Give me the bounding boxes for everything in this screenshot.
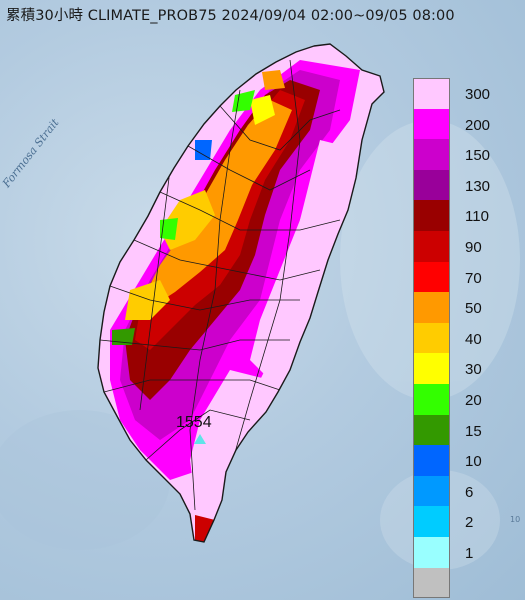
- admin-boundaries: [99, 59, 341, 511]
- legend-swatch: [413, 108, 450, 140]
- legend-swatch: [413, 567, 450, 599]
- legend-row: 130: [413, 169, 513, 201]
- color-legend: 300 200 150 130 110 90 70 50 40 30 20 15 10 6 2 1: [413, 78, 513, 599]
- legend-label: 10: [465, 453, 482, 471]
- legend-row: 50: [413, 292, 513, 323]
- legend-label: 70: [465, 269, 482, 287]
- legend-row: 150: [413, 139, 513, 170]
- map-title: 累積30小時 CLIMATE_PROB75 2024/09/04 02:00~0…: [6, 8, 455, 24]
- legend-row: 110: [413, 200, 513, 231]
- legend-swatch: [413, 536, 450, 568]
- legend-label: 40: [465, 330, 482, 348]
- legend-row: 40: [413, 322, 513, 354]
- island-outline: [97, 43, 385, 543]
- legend-swatch: [413, 78, 450, 109]
- legend-label: 150: [465, 147, 491, 165]
- legend-row: 30: [413, 353, 513, 384]
- legend-row: 6: [413, 475, 513, 507]
- legend-row: 300: [413, 78, 513, 109]
- legend-label: 200: [465, 116, 491, 134]
- legend-swatch: [413, 475, 450, 507]
- legend-row: 1: [413, 536, 513, 568]
- legend-label: 300: [465, 86, 491, 103]
- legend-swatch: [413, 292, 450, 323]
- legend-swatch: [413, 261, 450, 293]
- legend-row: [413, 567, 513, 599]
- corner-label: 10: [510, 515, 521, 524]
- legend-label: 20: [465, 391, 482, 409]
- legend-row: 20: [413, 383, 513, 415]
- peak-value-label: 1554: [176, 414, 212, 431]
- legend-swatch: [413, 445, 450, 476]
- legend-swatch: [413, 383, 450, 415]
- legend-row: 90: [413, 230, 513, 262]
- legend-label: 90: [465, 238, 482, 256]
- legend-swatch: [413, 230, 450, 262]
- legend-swatch: [413, 200, 450, 231]
- legend-label: 1: [465, 544, 474, 562]
- legend-row: 2: [413, 506, 513, 537]
- legend-swatch: [413, 322, 450, 354]
- legend-swatch: [413, 414, 450, 446]
- legend-label: 50: [465, 300, 482, 318]
- legend-label: 130: [465, 177, 491, 195]
- legend-swatch: [413, 353, 450, 384]
- legend-label: 15: [465, 422, 482, 440]
- legend-row: 15: [413, 414, 513, 446]
- legend-row: 10: [413, 445, 513, 476]
- peak-triangle-icon: [194, 434, 206, 444]
- legend-row: 200: [413, 108, 513, 140]
- legend-label: 30: [465, 361, 482, 379]
- legend-row: 70: [413, 261, 513, 293]
- legend-swatch: [413, 139, 450, 170]
- legend-swatch: [413, 506, 450, 537]
- legend-label: 110: [465, 208, 489, 226]
- legend-swatch: [413, 169, 450, 201]
- legend-label: 6: [465, 483, 474, 501]
- legend-label: 2: [465, 514, 474, 532]
